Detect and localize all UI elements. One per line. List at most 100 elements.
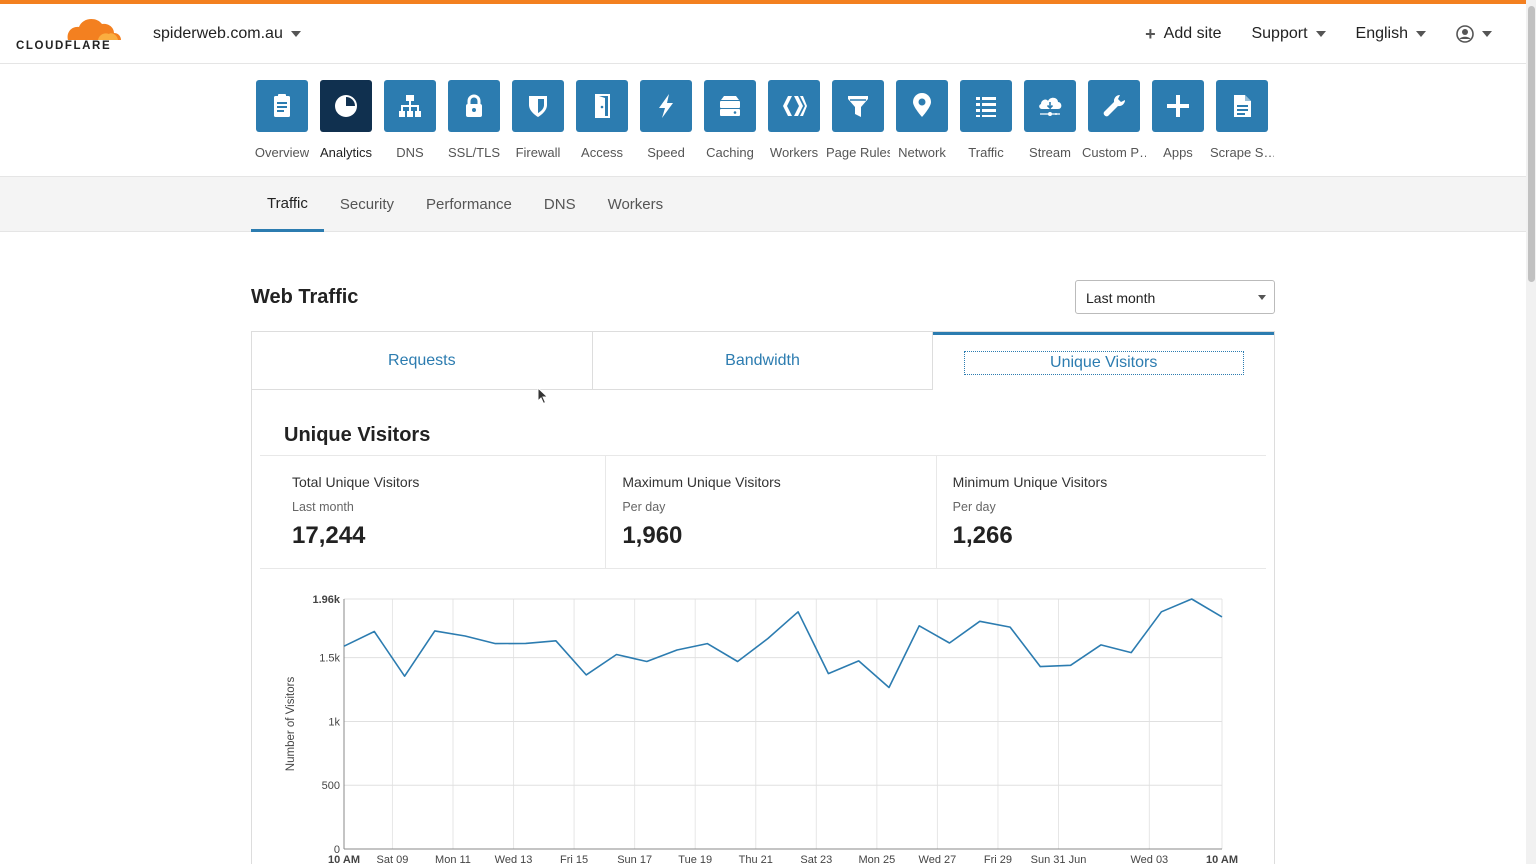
language-menu[interactable]: English [1356,25,1426,43]
user-icon [1456,25,1474,43]
user-menu[interactable] [1456,25,1492,43]
nav-item-ssl-tls[interactable]: SSL/TLS [442,80,506,160]
nav-icon-box [1024,80,1076,132]
nav-label: SSL/TLS [447,145,501,160]
list-icon [976,97,996,117]
stat-value: 1,960 [622,522,683,549]
scrollbar-thumb[interactable] [1528,6,1535,282]
chevron-down-icon [1258,295,1266,300]
clipboard-icon [274,94,290,117]
nav-label: Analytics [319,145,373,160]
y-tick-label: 1k [328,716,340,728]
shield-icon [529,96,547,117]
cloudflare-logo[interactable]: CLOUDFLARE [16,14,122,54]
nav-icon-box [704,80,756,132]
tab-workers[interactable]: Workers [607,196,664,213]
metric-tab-bandwidth[interactable]: Bandwidth [592,332,934,390]
page-scrollbar[interactable] [1526,0,1536,864]
stat-subtitle: Per day [952,500,996,514]
nav-label: Traffic [968,145,1004,160]
support-menu[interactable]: Support [1251,25,1326,43]
top-header: CLOUDFLARE spiderweb.com.au + Add site S… [0,4,1536,64]
x-tick-label: Wed 03 [1130,854,1168,864]
nav-label: Firewall [515,145,561,160]
nav-label: Stream [1029,145,1071,160]
nav-item-scrape-s[interactable]: Scrape S… [1210,80,1274,160]
location-pin-icon [913,93,931,117]
nav-icon-box [256,80,308,132]
site-selector[interactable]: spiderweb.com.au [153,25,301,43]
x-tick-label: Fri 15 [560,854,588,864]
nav-item-dns[interactable]: DNS [378,80,442,160]
tab-traffic[interactable]: Traffic [251,177,324,232]
nav-item-overview[interactable]: Overview [250,80,314,160]
logo-wordmark: CLOUDFLARE [16,40,112,52]
stat-label: Minimum Unique Visitors [952,474,1108,490]
nav-icon-box [576,80,628,132]
lightning-icon [659,94,673,118]
add-site-label: Add site [1163,25,1222,42]
tab-performance[interactable]: Performance [426,196,512,213]
nav-item-stream[interactable]: Stream [1018,80,1082,160]
stat-value: 17,244 [292,522,366,549]
nav-icon-box [640,80,692,132]
stat-card: Total Unique Visitors Last month 17,244 [260,456,607,568]
metric-tab-requests[interactable]: Requests [252,332,593,390]
nav-item-workers[interactable]: Workers [762,80,826,160]
nav-label: DNS [396,145,424,160]
stat-subtitle: Per day [622,500,666,514]
stat-card: Minimum Unique Visitors Per day 1,266 [937,456,1266,568]
nav-icon-box [960,80,1012,132]
nav-item-custom-p[interactable]: Custom P… [1082,80,1146,160]
unique-visitors-chart: 0 500 1k 1.5k 1.96k 10 AM Sat 09 Mon 11 Wed 13 Fr… [285,594,1238,864]
tab-security[interactable]: Security [339,196,395,213]
metric-tab-unique-visitors[interactable]: Unique Visitors [933,332,1275,390]
wrench-icon [1103,94,1126,117]
x-tick-label: Wed 13 [495,854,533,864]
nav-label: Scrape S… [1210,145,1274,160]
chevron-down-icon [1482,31,1492,37]
nav-icon-box [832,80,884,132]
top-accent-bar [0,0,1536,4]
nav-item-caching[interactable]: Caching [698,80,762,160]
add-site-button[interactable]: + Add site [1145,24,1221,45]
nav-label: Network [898,145,946,160]
cloud-logo-icon [67,18,121,40]
nav-item-access[interactable]: Access [570,80,634,160]
nav-label: Custom P… [1082,145,1146,160]
nav-item-speed[interactable]: Speed [634,80,698,160]
nav-item-firewall[interactable]: Firewall [506,80,570,160]
nav-label: Apps [1163,145,1193,160]
nav-item-apps[interactable]: Apps [1146,80,1210,160]
door-icon [595,94,610,118]
y-tick-label: 1.96k [312,594,340,606]
stat-subtitle: Last month [292,500,354,514]
nav-label: Speed [647,145,685,160]
nav-icon-box [896,80,948,132]
nav-item-network[interactable]: Network [890,80,954,160]
traffic-panel: Requests Bandwidth Unique Visitors Unique … [251,331,1275,864]
x-tick-label: Mon 25 [859,854,896,864]
x-tick-label: Sat 09 [377,854,409,864]
nav-label: Page Rules [826,145,890,160]
plus-icon: + [1145,23,1156,44]
tab-dns[interactable]: DNS [543,196,576,213]
drive-icon [720,96,740,116]
nav-item-page-rules[interactable]: Page Rules [826,80,890,160]
nav-item-analytics[interactable]: Analytics [314,80,378,160]
nav-label: Caching [706,145,754,160]
chevron-down-icon [1315,31,1326,37]
nav-icon-box [384,80,436,132]
nav-item-traffic[interactable]: Traffic [954,80,1018,160]
y-tick-label: 500 [322,780,340,792]
metric-tab-label: Unique Visitors [963,350,1244,375]
product-nav: Overview Analytics DNS SSL/TLS Firewall Acces… [250,80,1274,160]
page-title: Web Traffic [251,286,359,308]
visitors-series-line [343,598,1223,689]
stat-value: 1,266 [952,522,1013,549]
support-label: Support [1251,25,1308,42]
cloud-stream-icon [1039,97,1062,116]
metric-tab-label: Bandwidth [725,351,800,369]
nav-icon-box [1216,80,1268,132]
time-range-select[interactable]: Last month [1075,280,1275,314]
